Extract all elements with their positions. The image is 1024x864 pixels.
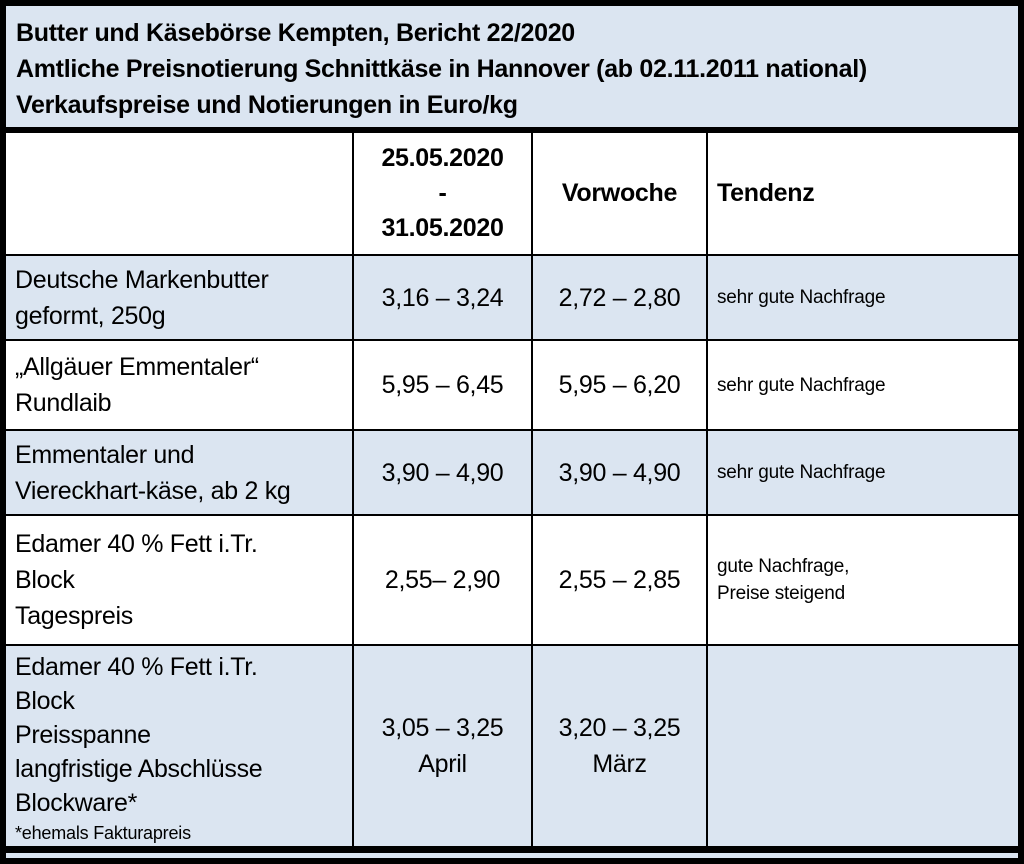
product-note: *ehemals Fakturapreis [15,823,191,843]
tendenz-cell: sehr gute Nachfrage [706,339,1018,431]
price-table: 25.05.2020 - 31.05.2020 Vorwoche Tendenz… [6,133,1018,846]
product-cell: Emmentaler und Viereckhart-käse, ab 2 kg [6,429,354,516]
product-text: Edamer 40 % Fett i.Tr. Block Preisspanne… [15,653,263,817]
table-row: Emmentaler und Viereckhart-käse, ab 2 kg… [6,429,1018,516]
tendenz-cell: gute Nachfrage, Preise steigend [706,514,1018,646]
report-title-line-2: Amtliche Preisnotierung Schnittkäse in H… [16,55,867,83]
column-header-period: 25.05.2020 - 31.05.2020 [352,133,533,256]
tendenz-cell [706,644,1018,846]
product-cell: „Allgäuer Emmentaler“ Rundlaib [6,339,354,431]
report-title-block: Butter und Käsebörse Kempten, Bericht 22… [6,6,1018,127]
column-header-tendenz: Tendenz [706,133,1018,256]
table-row: Deutsche Markenbutter geformt, 250g 3,16… [6,254,1018,341]
column-header-vorwoche: Vorwoche [531,133,708,256]
tendenz-cell: sehr gute Nachfrage [706,254,1018,341]
report-title-line-3: Verkaufspreise und Notierungen in Euro/k… [16,91,518,119]
previous-price-cell: 2,72 – 2,80 [531,254,708,341]
column-header-product [6,133,354,256]
current-price-cell: 3,05 – 3,25 April [352,644,533,846]
table-row: Edamer 40 % Fett i.Tr. Block Preisspanne… [6,644,1018,846]
table-row: Edamer 40 % Fett i.Tr. Block Tagespreis … [6,514,1018,646]
current-price-cell: 2,55– 2,90 [352,514,533,646]
product-cell: Deutsche Markenbutter geformt, 250g [6,254,354,341]
next-row-sliver [6,846,1018,858]
previous-price-cell: 5,95 – 6,20 [531,339,708,431]
table-row: „Allgäuer Emmentaler“ Rundlaib 5,95 – 6,… [6,339,1018,431]
current-price-cell: 5,95 – 6,45 [352,339,533,431]
previous-price-cell: 3,20 – 3,25 März [531,644,708,846]
product-cell: Edamer 40 % Fett i.Tr. Block Tagespreis [6,514,354,646]
table-header-row: 25.05.2020 - 31.05.2020 Vorwoche Tendenz [6,133,1018,256]
previous-price-cell: 2,55 – 2,85 [531,514,708,646]
current-price-cell: 3,16 – 3,24 [352,254,533,341]
title-table-divider [6,127,1018,133]
previous-price-cell: 3,90 – 4,90 [531,429,708,516]
report-title-line-1: Butter und Käsebörse Kempten, Bericht 22… [16,19,575,47]
tendenz-cell: sehr gute Nachfrage [706,429,1018,516]
current-price-cell: 3,90 – 4,90 [352,429,533,516]
product-cell: Edamer 40 % Fett i.Tr. Block Preisspanne… [6,644,354,846]
